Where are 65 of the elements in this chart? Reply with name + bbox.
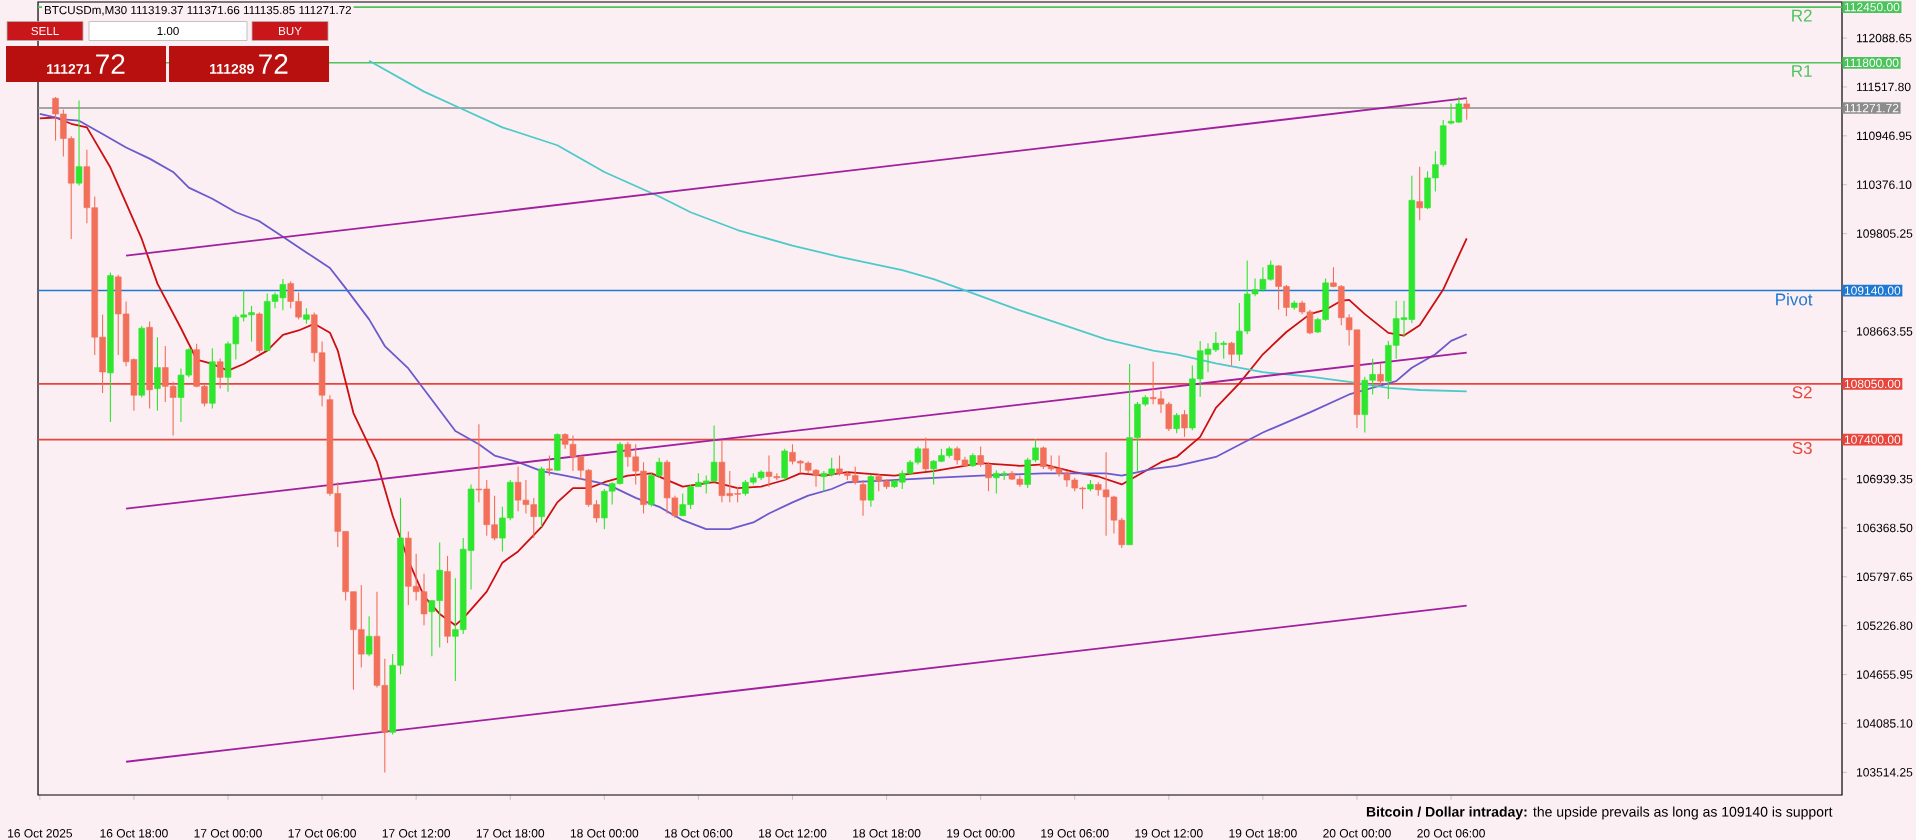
chart-title: BTCUSDm,M30 111319.37 111371.66 111135.85 111271.72 — [44, 5, 352, 16]
text: Bitcoin / Dollar intraday: the upside prevails as long as 109140 is support — [1366, 806, 1833, 820]
annotation: 72 — [96, 54, 125, 74]
annotation: BUY — [279, 26, 302, 36]
x-tick-label: 20 Oct 00:00 — [1323, 829, 1391, 838]
candlestick — [546, 454, 553, 477]
y-tick-label: 112088.65 — [1856, 33, 1912, 43]
text: 111800.00 — [1844, 58, 1899, 68]
x-tick-label: 19 Oct 00:00 — [947, 829, 1015, 838]
text: 108050.00 — [1844, 379, 1901, 389]
text: 112450.00 — [1844, 2, 1900, 12]
y-tick-label: 104655.95 — [1856, 670, 1913, 679]
y-tick-label: 110946.95 — [1856, 131, 1912, 141]
y-tick-label: 110376.10 — [1856, 180, 1912, 189]
y-tick-label: 106368.50 — [1856, 523, 1913, 533]
candlestick — [154, 336, 161, 412]
x-tick-label: 17 Oct 06:00 — [288, 829, 356, 838]
x-tick-label: 18 Oct 00:00 — [570, 829, 639, 838]
annotation: 111289 — [210, 63, 254, 74]
ref-line-label: S3 — [1792, 442, 1812, 455]
y-tick-label: 111517.80 — [1856, 82, 1911, 92]
x-tick-label: 18 Oct 12:00 — [759, 829, 827, 838]
text: 109140.00 — [1844, 286, 1901, 295]
y-tick-label: 108663.55 — [1856, 327, 1913, 336]
candlestick — [216, 358, 224, 390]
ref-line-label: R1 — [1792, 65, 1812, 77]
y-tick-label: 104085.10 — [1856, 719, 1913, 728]
x-tick-label: 20 Oct 06:00 — [1417, 829, 1485, 838]
text: 107400.00 — [1844, 435, 1901, 444]
candlestick — [1416, 166, 1423, 221]
y-tick-label: 103514.25 — [1856, 768, 1913, 777]
candlestick — [365, 615, 373, 657]
x-tick-label: 16 Oct 2025 — [8, 829, 73, 838]
candlestick — [859, 479, 867, 517]
annotation: 1.00 — [157, 26, 179, 36]
x-tick-label: 16 Oct 18:00 — [100, 829, 168, 838]
y-tick-label: 109805.25 — [1856, 229, 1913, 238]
candlestick — [1173, 412, 1180, 434]
y-tick-label: 105226.80 — [1856, 621, 1913, 630]
x-tick-label: 18 Oct 06:00 — [664, 829, 733, 838]
y-tick-label: 106939.35 — [1856, 474, 1913, 484]
x-tick-label: 17 Oct 00:00 — [194, 829, 262, 838]
candlestick — [75, 100, 83, 186]
x-tick-label: 17 Oct 18:00 — [476, 829, 545, 838]
annotation: SELL — [31, 26, 59, 36]
x-tick-label: 18 Oct 18:00 — [853, 829, 921, 838]
ref-line-label: R2 — [1792, 9, 1812, 22]
candlestick — [867, 474, 875, 508]
candlestick — [922, 437, 930, 472]
candlestick — [1181, 409, 1188, 438]
annotation: 72 — [259, 54, 288, 74]
candlestick — [1228, 341, 1235, 367]
x-tick-label: 19 Oct 12:00 — [1135, 829, 1203, 838]
candlestick — [1463, 98, 1470, 121]
text: 111271.72 — [1844, 103, 1899, 113]
x-tick-label: 17 Oct 12:00 — [382, 829, 451, 838]
x-tick-label: 19 Oct 06:00 — [1041, 829, 1109, 838]
ref-line-label: S2 — [1792, 386, 1812, 399]
x-tick-label: 19 Oct 18:00 — [1229, 829, 1297, 838]
annotation: 111271 — [47, 64, 91, 74]
candlestick — [1377, 362, 1384, 387]
y-tick-label: 105797.65 — [1856, 572, 1913, 582]
line-series — [368, 59, 1468, 393]
line-series — [38, 116, 1468, 627]
ref-line-label: Pivot — [1776, 292, 1813, 306]
